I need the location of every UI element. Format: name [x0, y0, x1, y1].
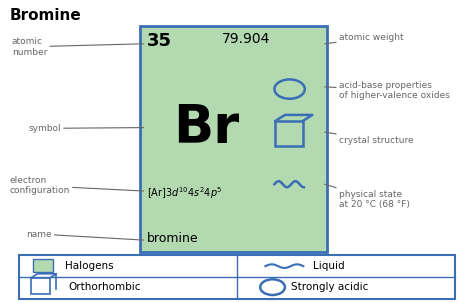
- Text: Strongly acidic: Strongly acidic: [291, 282, 368, 292]
- Text: electron
configuration: electron configuration: [9, 176, 144, 195]
- Bar: [275, 121, 303, 146]
- Text: 35: 35: [147, 32, 172, 50]
- Text: Br: Br: [173, 101, 240, 154]
- Text: name: name: [26, 230, 144, 240]
- Text: symbol: symbol: [28, 124, 144, 133]
- Text: Liquid: Liquid: [313, 261, 345, 271]
- Text: acid-base properties
of higher-valence oxides: acid-base properties of higher-valence o…: [325, 81, 450, 100]
- Text: Orthorhombic: Orthorhombic: [68, 282, 141, 292]
- Bar: [33, 259, 53, 272]
- Bar: [31, 278, 50, 294]
- Text: atomic weight: atomic weight: [325, 33, 403, 44]
- Text: crystal structure: crystal structure: [325, 132, 413, 145]
- Text: Bromine: Bromine: [9, 8, 81, 23]
- Text: Halogens: Halogens: [65, 261, 114, 271]
- Bar: [140, 26, 327, 252]
- Bar: [19, 255, 455, 299]
- Text: physical state
at 20 °C (68 °F): physical state at 20 °C (68 °F): [325, 184, 410, 209]
- Text: bromine: bromine: [147, 232, 199, 245]
- Text: 79.904: 79.904: [222, 32, 271, 46]
- Text: atomic
number: atomic number: [12, 37, 144, 56]
- Text: [Ar]3$d^{10}$4$s^2$4$p^5$: [Ar]3$d^{10}$4$s^2$4$p^5$: [147, 185, 222, 201]
